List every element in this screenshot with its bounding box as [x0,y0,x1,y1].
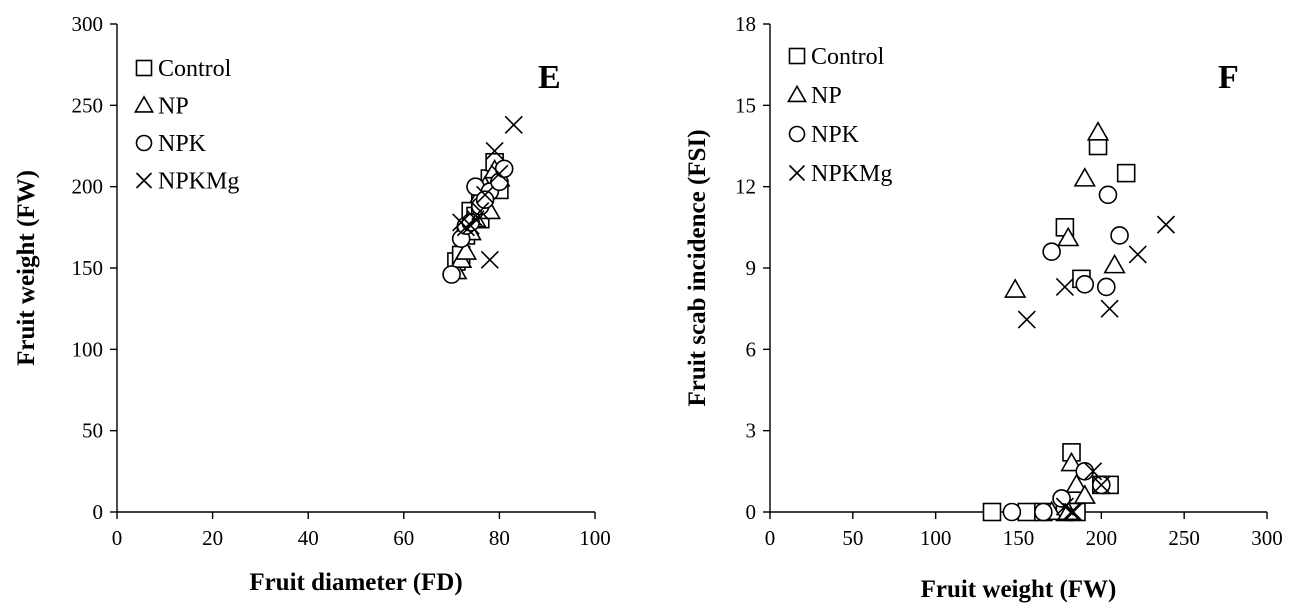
data-point-np [454,240,478,260]
x-tick-label: 300 [1251,526,1283,550]
y-tick-label: 0 [93,500,104,524]
x-tick-label: 20 [202,526,223,550]
legend-marker-npk [788,125,806,143]
y-tick-label: 150 [72,256,104,280]
legend-label-npkmg: NPKMg [811,161,892,187]
data-point-npk [442,265,461,284]
legend-marker-npkmg [135,172,153,189]
data-point-npkmg [485,141,504,160]
x-tick-label: 0 [112,526,123,550]
data-point-npkmg [504,115,523,134]
x-tick-label: 80 [489,526,510,550]
data-point-npkmg [471,202,490,221]
data-point-npk [1098,185,1118,205]
legend-marker-control [788,47,806,65]
legend-marker-np [786,84,808,103]
y-axis-title: Fruit scab incidence (FSI) [684,129,711,406]
y-tick-label: 9 [746,256,757,280]
y-tick-label: 250 [72,93,104,117]
data-point-np [1004,278,1027,298]
legend-label-np: NP [811,83,842,109]
y-axis-title: Fruit weight (FW) [13,170,40,366]
x-tick-label: 100 [920,526,952,550]
data-point-np [1060,451,1083,472]
data-point-npkmg [466,210,485,229]
data-point-npkmg [1062,502,1081,522]
data-point-npkmg [1128,245,1147,264]
legend: Control NP NPK NPKMg [786,44,892,187]
legend-marker-npk [135,134,153,152]
data-point-npk [1042,242,1061,262]
x-tick-label: 60 [393,526,414,550]
y-tick-label: 0 [746,500,757,524]
x-tick-label: 40 [298,526,319,550]
data-point-np [1073,484,1096,504]
legend-label-npk: NPK [158,131,207,157]
data-point-control [1116,163,1136,183]
data-point-np [1103,253,1126,274]
data-point-npkmg [1055,277,1074,297]
legend-marker-control [135,59,153,77]
x-axis-title: Fruit weight (FW) [921,576,1117,603]
data-point-np [1073,167,1096,187]
legend-marker-npkmg [788,164,806,182]
chart-panel-e: 0 50 100 150 200 250 300 0 20 40 60 80 100 Fruit diam… [13,12,611,596]
data-point-npk [1034,502,1053,522]
data-point-npkmg [475,185,495,204]
data-point-npkmg [1017,310,1036,329]
y-tick-label: 300 [72,12,104,36]
data-point-npkmg [1156,215,1176,234]
data-point-npkmg [1083,462,1103,481]
legend-marker-np [133,95,155,113]
x-axis-title: Fruit diameter (FD) [249,569,462,596]
y-tick-label: 6 [746,337,757,361]
data-point-npkmg [1092,475,1111,494]
data-point-np [1086,121,1110,141]
y-tick-label: 200 [72,175,104,199]
legend: Control NP NPK NPKMg [133,56,239,195]
data-point-npk [1052,489,1071,508]
legend-label-npk: NPK [811,122,860,148]
data-point-npk [475,190,495,209]
x-tick-label: 150 [1003,526,1035,550]
series-npkmg [452,115,523,269]
data-point-npk [1110,226,1129,245]
data-point-npk [1075,462,1095,481]
data-point-np [1057,226,1080,247]
y-tick-label: 18 [735,12,756,36]
x-tick-label: 0 [765,526,776,550]
data-point-npkmg [456,218,476,237]
data-point-npkmg [1100,299,1119,318]
data-point-npkmg [1064,502,1083,522]
data-point-np [1065,473,1088,494]
y-tick-label: 50 [82,419,103,443]
y-tick-label: 15 [735,93,756,117]
chart-panel-f: 0 3 6 9 12 15 18 0 50 100 150 200 250 300 Fruit weight… [684,12,1283,603]
legend-label-np: NP [158,94,189,120]
data-point-npkmg [490,164,509,183]
x-tick-label: 50 [842,526,863,550]
data-point-npkmg [480,250,499,269]
y-tick-label: 100 [72,337,104,361]
x-tick-label: 200 [1086,526,1118,550]
data-point-npk [1002,502,1022,522]
legend-label-npkmg: NPKMg [158,169,239,195]
x-tick-label: 100 [579,526,611,550]
data-point-npk [1075,274,1095,294]
legend-label-control: Control [811,44,885,70]
panel-label: E [538,59,561,96]
series-npkmg [1017,215,1176,522]
y-tick-label: 3 [746,419,757,443]
x-tick-label: 250 [1168,526,1200,550]
data-point-control [982,502,1002,522]
panel-label: F [1218,59,1239,96]
data-point-npk [1097,277,1116,297]
y-tick-label: 12 [735,175,756,199]
legend-label-control: Control [158,56,232,82]
